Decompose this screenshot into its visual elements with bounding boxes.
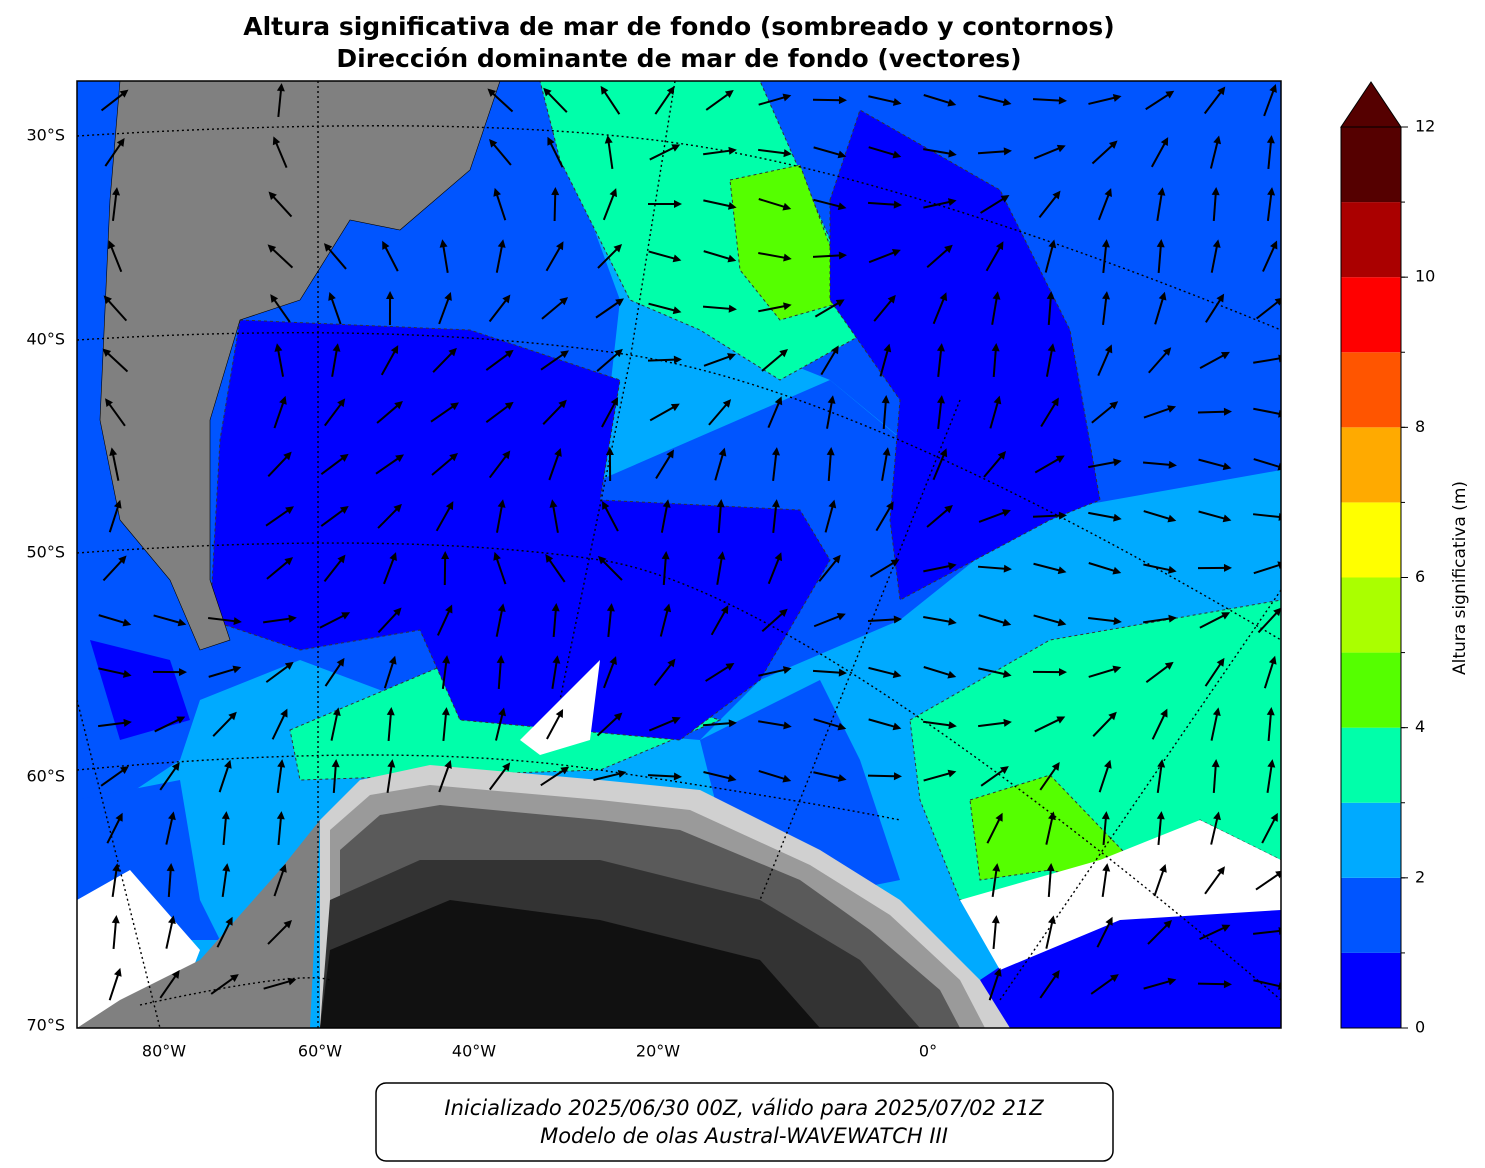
colorbar-segment <box>1341 502 1401 577</box>
footer-line: Modelo de olas Austral-WAVEWATCH III <box>540 1124 948 1148</box>
colorbar-tick-label: 2 <box>1415 867 1425 886</box>
colorbar-segment <box>1341 878 1401 953</box>
colorbar-tick-label: 8 <box>1415 417 1425 436</box>
colorbar-segment <box>1341 127 1401 202</box>
colorbar-tick-label: 4 <box>1415 717 1425 736</box>
colorbar-tick-label: 6 <box>1415 567 1425 586</box>
colorbar-label: Altura significativa (m) <box>1450 481 1470 675</box>
colorbar-tick-label: 12 <box>1415 117 1435 136</box>
colorbar-segment <box>1341 578 1401 653</box>
colorbar-extend <box>1341 82 1401 127</box>
colorbar-segment <box>1341 803 1401 878</box>
vector-head <box>1279 927 1287 935</box>
vector <box>868 776 898 777</box>
lat-label: 50°S <box>26 543 65 562</box>
lon-label: 60°W <box>298 1042 342 1061</box>
title-line: Dirección dominante de mar de fondo (vec… <box>336 44 1021 73</box>
vector <box>1198 984 1228 985</box>
lon-label: 0° <box>919 1042 937 1061</box>
lon-label: 20°W <box>636 1042 680 1061</box>
lon-label: 40°W <box>452 1042 496 1061</box>
colorbar-segment <box>1341 427 1401 502</box>
map <box>77 81 1287 1028</box>
vector-head <box>1278 355 1287 363</box>
colorbar-tick-label: 10 <box>1415 267 1435 286</box>
colorbar-segment <box>1341 202 1401 277</box>
footer-line: Inicializado 2025/06/30 00Z, válido para… <box>444 1096 1044 1120</box>
lat-label: 70°S <box>26 1016 65 1035</box>
colorbar: 0 2 4 6 8 10 12 <box>1341 82 1435 1037</box>
lat-label: 60°S <box>26 767 65 786</box>
title-line: Altura significativa de mar de fondo (so… <box>243 12 1114 41</box>
vector <box>555 191 556 221</box>
vector <box>813 100 843 101</box>
vector-head <box>1279 513 1287 521</box>
colorbar-segment <box>1341 277 1401 352</box>
lat-label: 30°S <box>26 126 65 145</box>
vector <box>1033 515 1063 516</box>
colorbar-segment <box>1341 653 1401 728</box>
footer-box <box>376 1083 1113 1161</box>
lat-label: 40°S <box>26 330 65 349</box>
colorbar-segment <box>1341 728 1401 803</box>
colorbar-segment <box>1341 953 1401 1028</box>
colorbar-segment <box>1341 352 1401 427</box>
vector <box>1198 412 1228 413</box>
lon-label: 80°W <box>142 1042 186 1061</box>
colorbar-tick-label: 0 <box>1415 1018 1425 1037</box>
vector <box>648 360 678 361</box>
